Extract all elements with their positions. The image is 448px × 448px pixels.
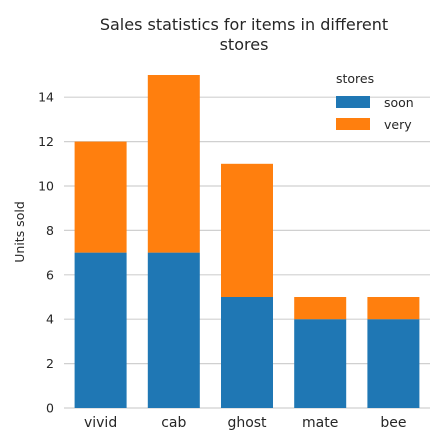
x-tick-label: mate	[302, 415, 338, 431]
bar-mate-soon	[294, 319, 347, 408]
bar-ghost-soon	[221, 297, 273, 408]
bar-vivid-very	[74, 141, 127, 253]
legend-label-soon: soon	[384, 95, 414, 110]
legend: stores soon very	[336, 71, 414, 132]
chart-title-line-1: Sales statistics for items in different	[100, 15, 388, 34]
legend-swatch-soon	[336, 96, 370, 108]
y-tick-label: 14	[38, 90, 54, 105]
chart-title-line-2: stores	[220, 35, 269, 54]
bar-mate-very	[294, 297, 347, 320]
legend-label-very: very	[384, 117, 412, 132]
y-tick-label: 4	[46, 312, 54, 327]
x-tick-label: vivid	[84, 415, 117, 431]
bar-ghost-very	[221, 163, 273, 297]
y-tick-label: 2	[46, 356, 54, 371]
y-tick-label: 10	[38, 179, 54, 194]
bar-bee-soon	[367, 319, 420, 408]
bar-vivid-soon	[74, 252, 127, 408]
y-tick-label: 12	[38, 134, 54, 149]
x-axis-ticks: vivid cab ghost mate bee	[84, 415, 406, 431]
bar-bee-very	[367, 297, 420, 320]
y-tick-label: 8	[46, 223, 54, 238]
bar-cab-very	[147, 75, 200, 253]
x-tick-label: cab	[161, 415, 186, 431]
y-tick-label: 0	[46, 401, 54, 416]
y-tick-label: 6	[46, 267, 54, 282]
bars	[74, 75, 420, 408]
x-tick-label: ghost	[227, 415, 267, 431]
legend-swatch-very	[336, 118, 370, 130]
y-axis-label: Units sold	[12, 201, 27, 263]
bar-cab-soon	[147, 252, 200, 408]
x-tick-label: bee	[380, 415, 406, 431]
y-axis-ticks: 0 2 4 6 8 10 12 14	[38, 90, 54, 416]
legend-title: stores	[336, 71, 374, 86]
